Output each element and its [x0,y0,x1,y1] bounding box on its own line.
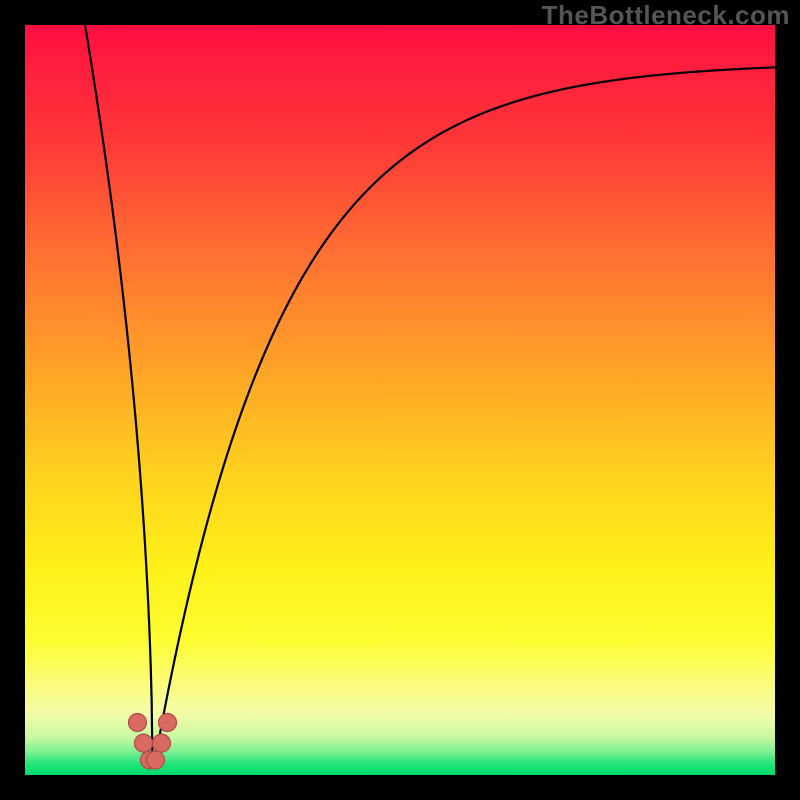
chart-svg [0,0,800,800]
frame-border [0,0,800,25]
chart-container: TheBottleneck.com [0,0,800,800]
frame-border [0,775,800,800]
apex-marker [153,734,171,752]
frame-border [775,0,800,800]
frame-border [0,0,25,800]
plot-background [25,25,775,775]
apex-marker [147,751,165,769]
apex-marker [129,714,147,732]
apex-marker [135,734,153,752]
apex-marker [159,714,177,732]
